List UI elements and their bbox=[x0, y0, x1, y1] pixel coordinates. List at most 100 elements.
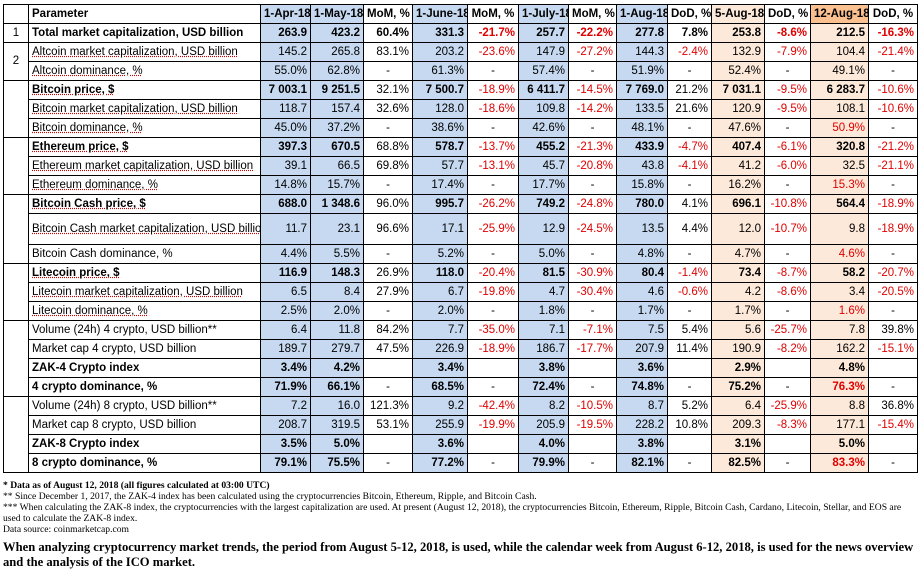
table-cell: 265.8 bbox=[310, 42, 364, 62]
table-cell: 5.4% bbox=[667, 320, 712, 340]
table-cell: -7.1% bbox=[568, 320, 617, 340]
table-cell: 320.8 bbox=[810, 137, 869, 157]
header-mom-3: MoM, % bbox=[568, 4, 617, 24]
table-cell: - bbox=[568, 301, 617, 321]
table-cell: -18.9% bbox=[868, 194, 918, 214]
table-cell: -42.4% bbox=[467, 396, 519, 416]
row-group-number bbox=[3, 396, 29, 473]
row-group-number: 2 bbox=[3, 42, 29, 81]
row-label: 8 crypto dominance, % bbox=[28, 453, 261, 473]
table-cell: 7.8% bbox=[667, 23, 712, 43]
table-cell: 116.9 bbox=[260, 263, 311, 283]
table-cell: - bbox=[568, 244, 617, 264]
row-group-number bbox=[3, 263, 29, 321]
table-cell: - bbox=[363, 61, 413, 81]
table-cell: 5.6 bbox=[711, 320, 765, 340]
table-cell: - bbox=[667, 301, 712, 321]
table-cell bbox=[568, 358, 617, 378]
table-cell: 41.2 bbox=[711, 156, 765, 176]
footnote-3: *** When calculating the ZAK-8 index, th… bbox=[3, 502, 902, 524]
table-cell: -21.1% bbox=[868, 156, 918, 176]
table-cell: 6.4 bbox=[711, 396, 765, 416]
table-cell: 11.8 bbox=[310, 320, 364, 340]
header-dod-3: DoD, % bbox=[868, 4, 918, 24]
table-cell: 3.6% bbox=[616, 358, 668, 378]
table-row: Volume (24h) 4 crypto, USD billion** 6.4 1… bbox=[3, 320, 918, 397]
table-cell: - bbox=[467, 118, 519, 138]
table-cell: 45.0% bbox=[260, 118, 311, 138]
table-cell: -0.6% bbox=[667, 282, 712, 302]
table-row: Ethereum price, $397.3 670.5 68.8% 578.7 -13… bbox=[3, 137, 918, 195]
table-row: 1 Total market capitalization, USD billio… bbox=[3, 23, 918, 43]
table-cell: 69.8% bbox=[363, 156, 413, 176]
table-cell: 52.4% bbox=[711, 61, 765, 81]
table-cell: 72.4% bbox=[518, 377, 569, 397]
table-cell: -14.5% bbox=[568, 80, 617, 100]
table-cell: 23.1 bbox=[310, 213, 364, 245]
table-cell: - bbox=[467, 175, 519, 195]
table-cell: 5.5% bbox=[310, 244, 364, 264]
table-cell: 74.8% bbox=[616, 377, 668, 397]
table-cell: - bbox=[764, 244, 811, 264]
table-row: ZAK-4 Crypto index 3.4% 4.2% 3.4% 3.8% 3.6% 2.… bbox=[4, 358, 918, 378]
table-cell: 83.3% bbox=[810, 453, 869, 473]
table-cell: - bbox=[363, 301, 413, 321]
table-cell: 688.0 bbox=[260, 194, 311, 214]
row-group-number bbox=[3, 137, 29, 195]
table-cell: 132.9 bbox=[711, 42, 765, 62]
row-label: Volume (24h) 8 crypto, USD billion** bbox=[28, 396, 261, 416]
table-cell: 32.6% bbox=[363, 99, 413, 119]
data-source: Data source: coinmarketcap.com bbox=[3, 524, 129, 535]
table-cell: - bbox=[764, 175, 811, 195]
table-cell: -10.5% bbox=[568, 396, 617, 416]
table-cell: 5.0% bbox=[810, 434, 869, 454]
table-cell: 6 283.7 bbox=[810, 80, 869, 100]
table-cell: - bbox=[467, 61, 519, 81]
table-cell: 144.3 bbox=[616, 42, 668, 62]
row-label: Bitcoin Cash price, $ bbox=[28, 194, 261, 214]
table-cell: 148.3 bbox=[310, 263, 364, 283]
table-cell: - bbox=[568, 118, 617, 138]
table-cell: 7.7 bbox=[412, 320, 468, 340]
row-group-number bbox=[3, 194, 29, 264]
table-cell: 4.4% bbox=[260, 244, 311, 264]
table-cell: 81.5 bbox=[518, 263, 569, 283]
table-cell: - bbox=[764, 61, 811, 81]
table-cell: 57.7 bbox=[412, 156, 468, 176]
footnote-2: ** Since December 1, 2017, the ZAK-4 ind… bbox=[3, 491, 537, 502]
table-cell: - bbox=[568, 453, 617, 473]
table-cell: 79.1% bbox=[260, 453, 311, 473]
table-cell: 1.7% bbox=[616, 301, 668, 321]
table-cell bbox=[667, 358, 712, 378]
table-cell: 8.8 bbox=[810, 396, 869, 416]
table-cell: 77.2% bbox=[412, 453, 468, 473]
table-cell: -10.6% bbox=[868, 99, 918, 119]
table-cell: 47.6% bbox=[711, 118, 765, 138]
table-cell: 32.1% bbox=[363, 80, 413, 100]
table-cell: -18.9% bbox=[467, 80, 519, 100]
table-cell bbox=[764, 358, 811, 378]
table-cell: 4.7% bbox=[711, 244, 765, 264]
table-cell: 9.2 bbox=[412, 396, 468, 416]
table-cell: -1.4% bbox=[667, 263, 712, 283]
table-cell: - bbox=[568, 61, 617, 81]
table-cell: -17.7% bbox=[568, 339, 617, 359]
table-cell bbox=[764, 434, 811, 454]
table-cell: -8.6% bbox=[764, 23, 811, 43]
table-row: Bitcoin market capitalization, USD billi… bbox=[4, 99, 918, 119]
row-label: Ethereum market capitalization, USD bill… bbox=[28, 156, 261, 176]
table-cell: 50.9% bbox=[810, 118, 869, 138]
table-cell: -30.4% bbox=[568, 282, 617, 302]
table-cell: 82.1% bbox=[616, 453, 668, 473]
table-cell: -9.5% bbox=[764, 80, 811, 100]
row-group-number bbox=[3, 320, 29, 397]
table-cell: 21.2% bbox=[667, 80, 712, 100]
table-cell: 120.9 bbox=[711, 99, 765, 119]
table-cell: 226.9 bbox=[412, 339, 468, 359]
table-cell: 995.7 bbox=[412, 194, 468, 214]
table-cell: 118.0 bbox=[412, 263, 468, 283]
table-cell: 36.8% bbox=[868, 396, 918, 416]
table-cell: 49.1% bbox=[810, 61, 869, 81]
row-label: Altcoin market capitalization, USD billi… bbox=[28, 42, 261, 62]
table-cell: 17.7% bbox=[518, 175, 569, 195]
